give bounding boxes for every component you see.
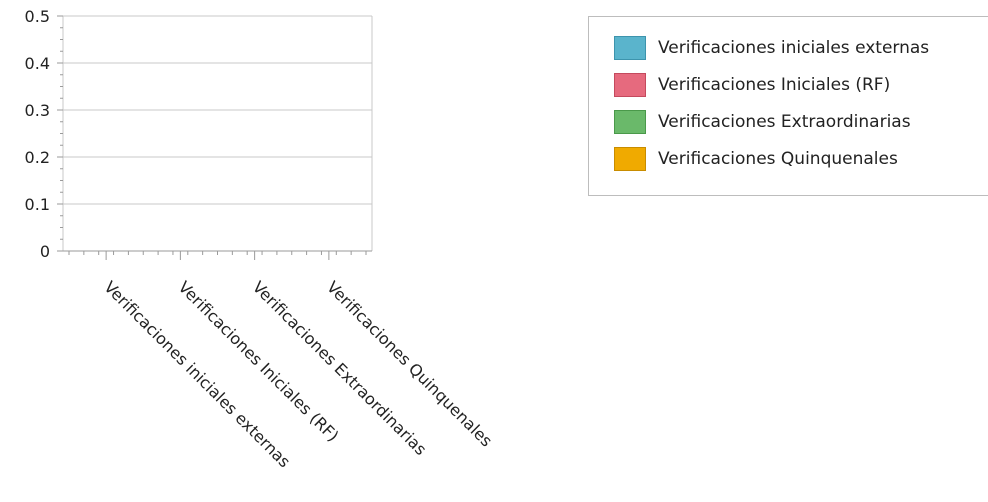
- legend-item: Verificaciones Quinquenales: [614, 146, 898, 172]
- y-axis-ticks: [57, 15, 63, 252]
- legend-swatch: [614, 73, 646, 97]
- gridlines: [62, 15, 373, 252]
- y-tick-label: 0.3: [25, 101, 50, 120]
- y-axis-tick-labels: 0 0.1 0.2 0.3 0.4 0.5: [25, 7, 50, 261]
- legend-label: Verificaciones Quinquenales: [658, 149, 898, 169]
- legend-label: Verificaciones iniciales externas: [658, 38, 930, 58]
- legend-swatch: [614, 36, 646, 60]
- y-tick-label: 0.5: [25, 7, 50, 26]
- x-axis-tick-labels: Verificaciones iniciales externasVerific…: [100, 277, 496, 471]
- legend-swatch: [614, 110, 646, 134]
- x-axis-ticks: [68, 251, 367, 260]
- y-tick-label: 0: [40, 242, 50, 261]
- legend-label: Verificaciones Iniciales (RF): [658, 75, 891, 95]
- legend-item: Verificaciones iniciales externas: [614, 35, 929, 61]
- legend-label: Verificaciones Extraordinarias: [658, 112, 911, 132]
- legend-item: Verificaciones Extraordinarias: [614, 109, 911, 135]
- legend-item: Verificaciones Iniciales (RF): [614, 72, 890, 98]
- x-tick-label: Verificaciones Iniciales (RF): [175, 277, 343, 445]
- legend: Verificaciones iniciales externas Verifi…: [588, 16, 988, 196]
- legend-swatch: [614, 147, 646, 171]
- y-tick-label: 0.1: [25, 195, 50, 214]
- y-tick-label: 0.4: [25, 54, 50, 73]
- y-tick-label: 0.2: [25, 148, 50, 167]
